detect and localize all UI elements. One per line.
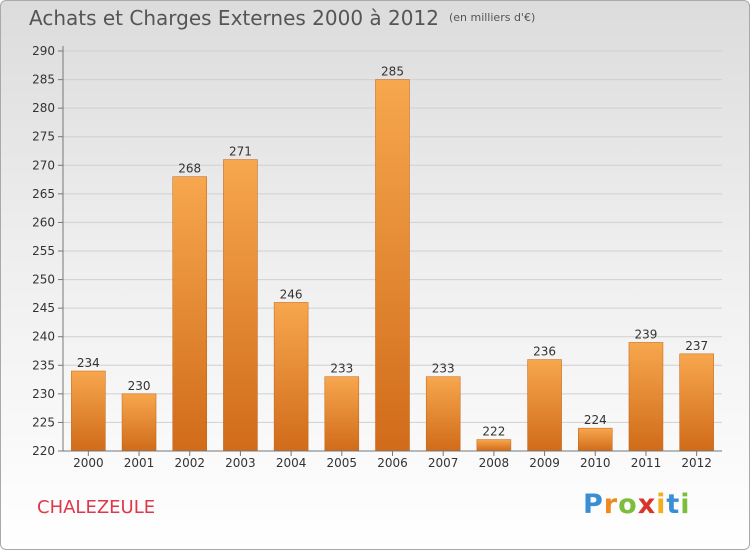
y-tick-label: 250 [32,273,55,287]
y-tick-label: 265 [32,187,55,201]
data-label: 224 [584,413,607,427]
data-label: 222 [482,425,505,439]
y-tick-label: 260 [32,215,55,229]
x-tick-label: 2003 [225,456,256,470]
bar [121,393,157,452]
y-tick-label: 245 [32,301,55,315]
x-tick-label: 2007 [428,456,459,470]
y-tick-label: 235 [32,358,55,372]
x-tick-label: 2005 [327,456,358,470]
bar [172,176,207,452]
bar [223,159,258,452]
y-tick-label: 230 [32,387,55,401]
x-tick-label: 2004 [276,456,307,470]
y-tick-label: 225 [32,415,55,429]
data-label: 233 [330,362,353,376]
logo-letter: r [603,489,619,520]
commune-name: CHALEZEULE [37,497,156,518]
x-tick-label: 2006 [377,456,408,470]
y-tick-label: 220 [32,444,55,458]
x-tick-label: 2000 [73,456,104,470]
logo-letter: P [583,489,604,520]
y-tick-label: 285 [32,73,55,87]
bar [476,439,512,452]
logo-letter: x [637,489,657,520]
y-tick-label: 255 [32,244,55,258]
logo-letter: t [666,489,681,520]
data-label: 234 [77,356,100,370]
bar [628,342,664,452]
y-tick-label: 270 [32,158,55,172]
chart-unit: (en milliers d'€) [448,11,536,24]
data-label: 230 [128,379,151,393]
data-label: 237 [685,339,708,353]
data-label: 233 [432,362,455,376]
bar [527,359,562,452]
chart-title-block: Achats et Charges Externes 2000 à 2012 (e… [29,6,535,30]
data-label: 285 [381,65,404,79]
bar [71,370,106,452]
logo-letter: i [656,489,667,520]
x-tick-label: 2011 [631,456,662,470]
y-tick-label: 275 [32,130,55,144]
chart-title: Achats et Charges Externes 2000 à 2012 [29,6,439,30]
logo-letter: o [618,489,638,520]
x-tick-label: 2009 [529,456,560,470]
data-label: 246 [280,287,303,301]
bar [679,353,714,452]
bar [375,79,410,452]
axes: 220 225 230 235 240 245 250 255 260 265 270 275 280 2… [32,44,722,470]
x-tick-label: 2002 [174,456,205,470]
x-tick-label: 2001 [124,456,155,470]
logo-letter: i [680,489,691,520]
x-tick-label: 2010 [580,456,611,470]
bars: 234 230 268 271 246 233 285 233 222 236 224 239 237 [71,65,714,452]
bar [578,427,613,452]
data-label: 239 [635,327,658,341]
data-label: 268 [178,162,201,176]
y-tick-label: 240 [32,330,55,344]
data-label: 236 [533,345,556,359]
proxiti-logo[interactable]: Proxiti [583,489,691,520]
bar [273,302,309,452]
bar [324,376,360,452]
y-tick-label: 280 [32,101,55,115]
data-label: 271 [229,145,252,159]
bar [425,376,461,452]
x-tick-label: 2008 [479,456,510,470]
y-tick-label: 290 [32,44,55,58]
x-tick-label: 2012 [681,456,712,470]
